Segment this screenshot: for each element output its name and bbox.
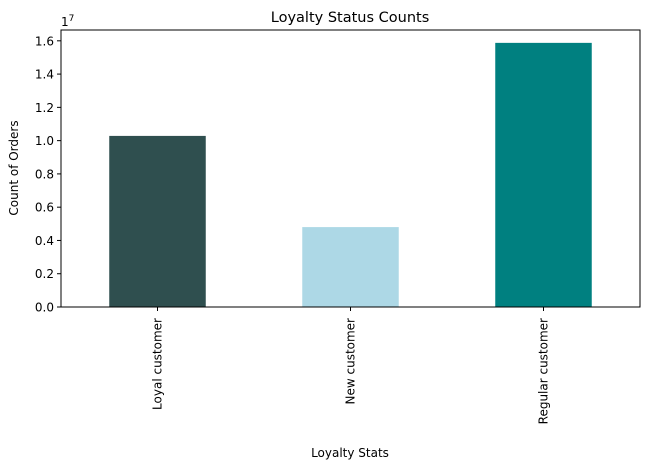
bar [109, 135, 206, 307]
y-tick-label: 0.8 [35, 167, 54, 181]
y-tick-label: 0.2 [35, 267, 54, 281]
y-axis-label: Count of Orders [7, 120, 21, 215]
y-axis-scale-label: 17 [61, 14, 74, 29]
chart-title: Loyalty Status Counts [271, 10, 430, 26]
y-tick-label: 1.2 [35, 101, 54, 115]
y-tick-label: 0.4 [35, 234, 54, 248]
x-axis-label: Loyalty Stats [311, 446, 389, 460]
plot-frame [60, 29, 641, 308]
y-tick-label: 1.4 [35, 68, 54, 82]
bars [109, 42, 592, 308]
bar [495, 42, 592, 308]
x-tick-label: Regular customer [537, 318, 551, 424]
y-axis-ticks: 0.0 0.2 0.4 0.6 0.8 1.0 1.2 1.4 1.6 [35, 34, 61, 315]
x-tick-label: New customer [344, 318, 358, 405]
bar [302, 227, 399, 307]
y-tick-label: 1.0 [35, 134, 54, 148]
y-tick-label: 0.0 [35, 301, 54, 315]
y-tick-label: 1.6 [35, 34, 54, 48]
y-tick-label: 0.6 [35, 201, 54, 215]
x-tick-label: Loyal customer [151, 318, 165, 410]
x-axis-ticks: Loyal customer New customer Regular custom… [151, 307, 551, 424]
